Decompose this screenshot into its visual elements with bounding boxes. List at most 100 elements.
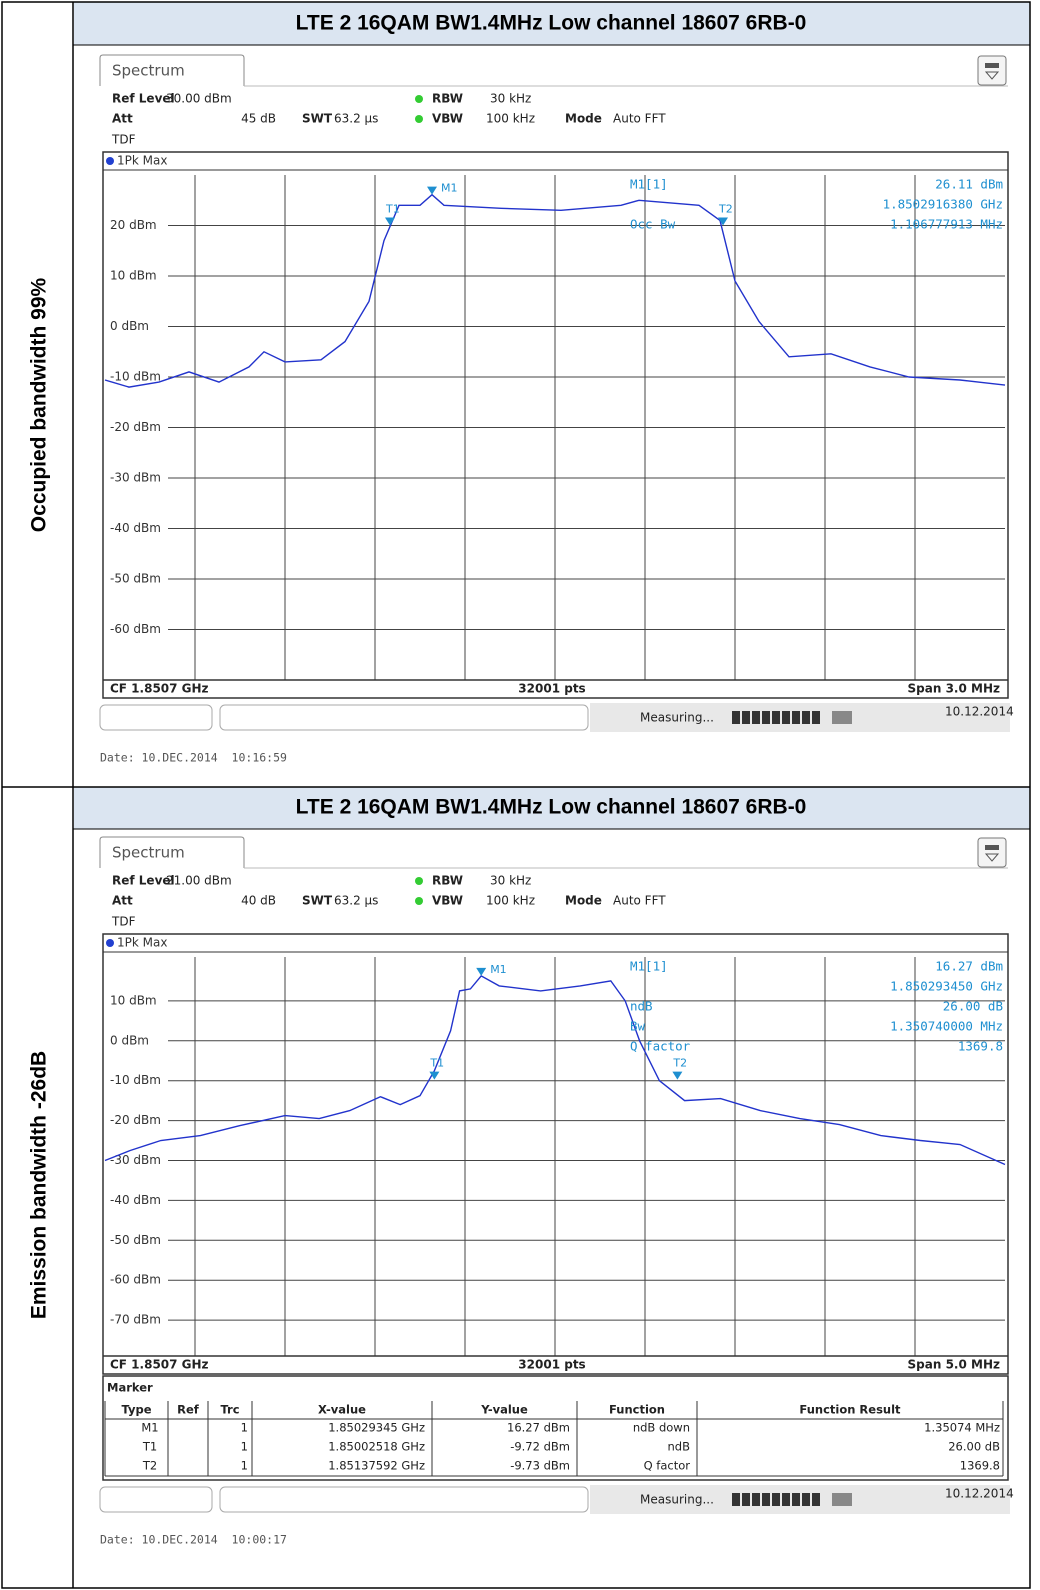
cell: T1 bbox=[142, 1440, 157, 1454]
readout-value: 1.106777913 MHz bbox=[890, 217, 1003, 232]
setting-value: 100 kHz bbox=[486, 112, 535, 126]
cell: ndB down bbox=[633, 1421, 690, 1435]
y-tick-label: -40 dBm bbox=[110, 521, 161, 535]
trace-dot bbox=[106, 939, 114, 947]
trace-dot bbox=[106, 157, 114, 165]
cell: 1369.8 bbox=[960, 1459, 1000, 1473]
status-text: Measuring... bbox=[640, 711, 714, 725]
column-header: Y-value bbox=[480, 1403, 528, 1417]
trace bbox=[104, 193, 1006, 388]
y-tick-label: 10 dBm bbox=[110, 993, 157, 1007]
progress-block bbox=[742, 1493, 750, 1506]
tab-outline bbox=[99, 54, 245, 86]
marker bbox=[385, 217, 395, 226]
title-bar bbox=[74, 787, 1030, 829]
cell: 1.85002518 GHz bbox=[328, 1440, 425, 1454]
setting-label: TDF bbox=[111, 133, 136, 147]
setting-value: 30 kHz bbox=[490, 92, 531, 106]
progress-block bbox=[812, 1493, 820, 1506]
progress-block bbox=[762, 711, 770, 724]
cell: 16.27 dBm bbox=[507, 1421, 570, 1435]
setting-label: RBW bbox=[432, 92, 463, 106]
y-tick-label: -10 dBm bbox=[110, 1073, 161, 1087]
tab-label: Spectrum bbox=[112, 62, 185, 80]
setting-label: Att bbox=[112, 894, 133, 908]
progress-block bbox=[752, 711, 760, 724]
cell: 1.35074 MHz bbox=[924, 1421, 1000, 1435]
y-tick-label: 20 dBm bbox=[110, 218, 157, 232]
status-icon bbox=[832, 1493, 852, 1506]
setting-label: VBW bbox=[432, 112, 463, 126]
cell: T2 bbox=[142, 1459, 157, 1473]
setting-label: Ref Level bbox=[112, 874, 175, 888]
column-header: X-value bbox=[318, 1403, 366, 1417]
y-tick-label: -30 dBm bbox=[110, 1153, 161, 1167]
column-header: Function bbox=[609, 1403, 665, 1417]
marker bbox=[427, 186, 437, 195]
status-date: 10.12.2014 bbox=[945, 1487, 1014, 1501]
cell: -9.73 dBm bbox=[510, 1459, 570, 1473]
center-frequency: CF 1.8507 GHz bbox=[110, 682, 209, 696]
setting-value: 100 kHz bbox=[486, 894, 535, 908]
span: Span 3.0 MHz bbox=[908, 682, 1000, 696]
status-icon bbox=[832, 711, 852, 724]
setting-value: 30 kHz bbox=[490, 874, 531, 888]
progress-block bbox=[732, 1493, 740, 1506]
y-tick-label: -10 dBm bbox=[110, 370, 161, 384]
progress-block bbox=[762, 1493, 770, 1506]
sweep-points: 32001 pts bbox=[518, 682, 585, 696]
setting-label: Ref Level bbox=[112, 92, 175, 106]
trace bbox=[104, 975, 1006, 1166]
setting-value: 45 dB bbox=[241, 112, 276, 126]
marker bbox=[672, 1071, 683, 1080]
readout-label: Q factor bbox=[630, 1039, 691, 1054]
setting-label: Att bbox=[112, 112, 133, 126]
setting-label: SWT bbox=[302, 112, 333, 126]
y-tick-label: -30 dBm bbox=[110, 471, 161, 485]
y-tick-label: 0 dBm bbox=[110, 1033, 149, 1047]
capture-date: Date: 10.DEC.2014 10:00:17 bbox=[100, 1533, 287, 1547]
setting-label: Mode bbox=[565, 112, 602, 126]
status-date: 10.12.2014 bbox=[945, 705, 1014, 719]
setting-label: TDF bbox=[111, 915, 136, 929]
readout-value: 1369.8 bbox=[958, 1039, 1003, 1054]
cell: 1 bbox=[241, 1459, 248, 1473]
progress-block bbox=[742, 711, 750, 724]
trace-label: 1Pk Max bbox=[117, 154, 167, 168]
progress-block bbox=[772, 1493, 780, 1506]
window-icon-glyph bbox=[985, 63, 999, 68]
sweep-points: 32001 pts bbox=[518, 1358, 585, 1372]
progress-block bbox=[772, 711, 780, 724]
readout-value: 26.11 dBm bbox=[935, 177, 1003, 192]
progress-block bbox=[782, 1493, 790, 1506]
setting-label: SWT bbox=[302, 894, 333, 908]
readout-label: ndB bbox=[630, 999, 653, 1014]
readout-value: 26.00 dB bbox=[943, 999, 1003, 1014]
setting-value: 63.2 µs bbox=[334, 894, 378, 908]
marker bbox=[476, 967, 487, 976]
status-box bbox=[219, 1486, 589, 1513]
progress-block bbox=[782, 711, 790, 724]
setting-value: 63.2 µs bbox=[334, 112, 378, 126]
y-tick-label: -20 dBm bbox=[110, 1113, 161, 1127]
status-box bbox=[219, 704, 589, 731]
progress-block bbox=[732, 711, 740, 724]
marker-label: T1 bbox=[429, 1057, 444, 1070]
progress-block bbox=[812, 711, 820, 724]
window-icon bbox=[977, 837, 1007, 868]
marker-label: M1 bbox=[441, 182, 458, 195]
window-icon-glyph bbox=[985, 845, 999, 850]
marker bbox=[718, 217, 728, 226]
cell: Q factor bbox=[644, 1459, 691, 1473]
column-header: Function Result bbox=[799, 1403, 901, 1417]
setting-value: 40 dB bbox=[241, 894, 276, 908]
row-label: Emission bandwidth -26dB bbox=[28, 1051, 51, 1319]
column-header: Ref bbox=[177, 1403, 200, 1417]
title-bar bbox=[74, 2, 1030, 45]
readout-value: 1.350740000 MHz bbox=[890, 1019, 1003, 1034]
row-label: Occupied bandwidth 99% bbox=[28, 277, 51, 532]
status-text: Measuring... bbox=[640, 1493, 714, 1507]
status-dot bbox=[415, 95, 423, 103]
